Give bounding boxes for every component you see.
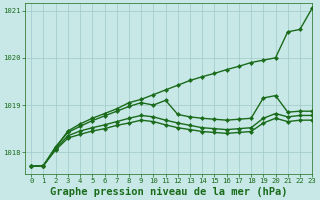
X-axis label: Graphe pression niveau de la mer (hPa): Graphe pression niveau de la mer (hPa) xyxy=(50,186,287,197)
